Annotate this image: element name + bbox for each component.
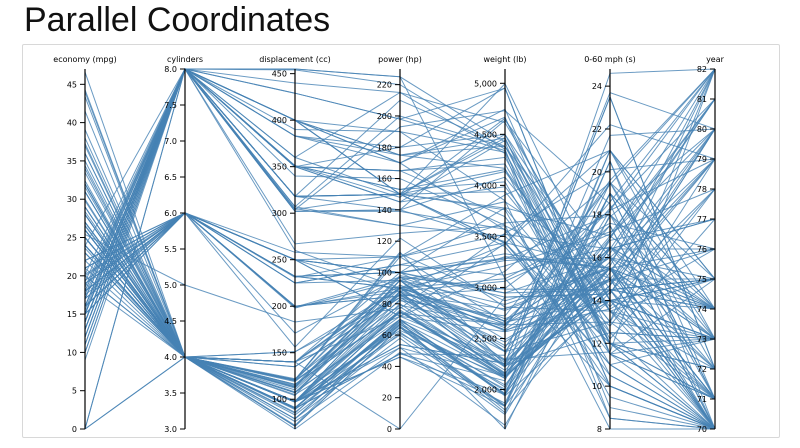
tick-label: 45 <box>67 80 77 89</box>
tick-label: 6.5 <box>164 173 177 182</box>
parallel-coordinates-chart: economy (mpg) 0 5 10 15 20 25 30 35 40 45 cylinders… <box>53 55 724 434</box>
axes: economy (mpg) 0 5 10 15 20 25 30 35 40 45 cylinders… <box>53 55 724 434</box>
tick-label: 4.0 <box>164 353 177 362</box>
tick-label: 16 <box>592 254 602 263</box>
tick-label: 5.5 <box>164 245 177 254</box>
tick-label: 40 <box>382 362 392 371</box>
chart-panel: economy (mpg) 0 5 10 15 20 25 30 35 40 45 cylinders… <box>22 44 780 438</box>
tick-label: 75 <box>697 275 707 284</box>
axis-accel[interactable]: 0-60 mph (s) 8 10 12 14 16 18 20 22 24 <box>584 55 636 434</box>
tick-label: 12 <box>592 339 602 348</box>
tick-label: 2,500 <box>474 334 497 343</box>
tick-label: 4,500 <box>474 130 497 139</box>
tick-label: 20 <box>67 272 77 281</box>
tick-label: 14 <box>592 296 602 305</box>
tick-label: 160 <box>377 175 392 184</box>
tick-label: 71 <box>697 395 707 404</box>
tick-label: 80 <box>382 300 392 309</box>
tick-label: 4,000 <box>474 181 497 190</box>
tick-label: 73 <box>697 335 707 344</box>
tick-label: 5.0 <box>164 281 177 290</box>
tick-label: 4.5 <box>164 317 177 326</box>
tick-label: 76 <box>697 245 707 254</box>
axis-power[interactable]: power (hp) 0 20 40 60 80 100 120 140 160 180 200 220 <box>377 55 422 434</box>
tick-label: 82 <box>697 65 707 74</box>
tick-label: 3,000 <box>474 283 497 292</box>
axis-weight[interactable]: weight (lb) 2,000 2,500 3,000 3,500 4,000 4,50… <box>474 55 527 429</box>
tick-label: 5,000 <box>474 79 497 88</box>
tick-label: 300 <box>272 209 287 218</box>
tick-label: 35 <box>67 157 77 166</box>
axis-displacement[interactable]: displacement (cc) 100 150 200 250 300 350 400 45… <box>259 55 331 429</box>
tick-label: 180 <box>377 143 392 152</box>
tick-label: 24 <box>592 82 602 91</box>
tick-label: 150 <box>272 349 287 358</box>
tick-label: 3.5 <box>164 389 177 398</box>
tick-label: 20 <box>592 168 602 177</box>
tick-label: 25 <box>67 234 77 243</box>
tick-label: 10 <box>592 382 602 391</box>
tick-label: 200 <box>377 112 392 121</box>
axis-title: cylinders <box>167 55 203 64</box>
tick-label: 2,000 <box>474 385 497 394</box>
axis-year[interactable]: year 70 71 72 73 74 75 76 77 78 79 80 81 82 <box>697 55 725 434</box>
axis-title: economy (mpg) <box>53 55 116 64</box>
tick-label: 3,500 <box>474 232 497 241</box>
tick-label: 10 <box>67 348 77 357</box>
tick-label: 18 <box>592 211 602 220</box>
tick-label: 100 <box>377 268 392 277</box>
tick-label: 70 <box>697 425 707 434</box>
tick-label: 8.0 <box>164 65 177 74</box>
tick-label: 78 <box>697 185 707 194</box>
tick-label: 0 <box>387 425 392 434</box>
tick-label: 350 <box>272 163 287 172</box>
tick-label: 72 <box>697 365 707 374</box>
tick-label: 100 <box>272 395 287 404</box>
axis-title: 0-60 mph (s) <box>584 55 636 64</box>
tick-label: 200 <box>272 302 287 311</box>
axis-title: power (hp) <box>378 55 422 64</box>
page-title: Parallel Coordinates <box>24 1 331 39</box>
axis-cylinders[interactable]: cylinders 3.0 3.5 4.0 4.5 5.0 5.5 6.0 6.5 7.0 7.5 8… <box>164 55 203 434</box>
tick-label: 140 <box>377 206 392 215</box>
tick-label: 5 <box>72 387 77 396</box>
axis-title: weight (lb) <box>483 55 526 64</box>
axis-title: year <box>706 55 725 64</box>
tick-label: 0 <box>72 425 77 434</box>
tick-label: 250 <box>272 256 287 265</box>
tick-label: 120 <box>377 237 392 246</box>
tick-label: 60 <box>382 331 392 340</box>
tick-label: 7.5 <box>164 101 177 110</box>
tick-label: 7.0 <box>164 137 177 146</box>
tick-label: 400 <box>272 116 287 125</box>
axis-title: displacement (cc) <box>259 55 331 64</box>
tick-label: 74 <box>697 305 707 314</box>
tick-label: 80 <box>697 125 707 134</box>
tick-label: 450 <box>272 70 287 79</box>
tick-label: 77 <box>697 215 707 224</box>
tick-label: 3.0 <box>164 425 177 434</box>
tick-label: 220 <box>377 81 392 90</box>
tick-label: 81 <box>697 95 707 104</box>
tick-label: 8 <box>597 425 602 434</box>
tick-label: 6.0 <box>164 209 177 218</box>
tick-label: 40 <box>67 119 77 128</box>
tick-label: 20 <box>382 394 392 403</box>
tick-label: 22 <box>592 125 602 134</box>
tick-label: 79 <box>697 155 707 164</box>
tick-label: 30 <box>67 195 77 204</box>
axis-economy[interactable]: economy (mpg) 0 5 10 15 20 25 30 35 40 45 <box>53 55 116 434</box>
tick-label: 15 <box>67 310 77 319</box>
